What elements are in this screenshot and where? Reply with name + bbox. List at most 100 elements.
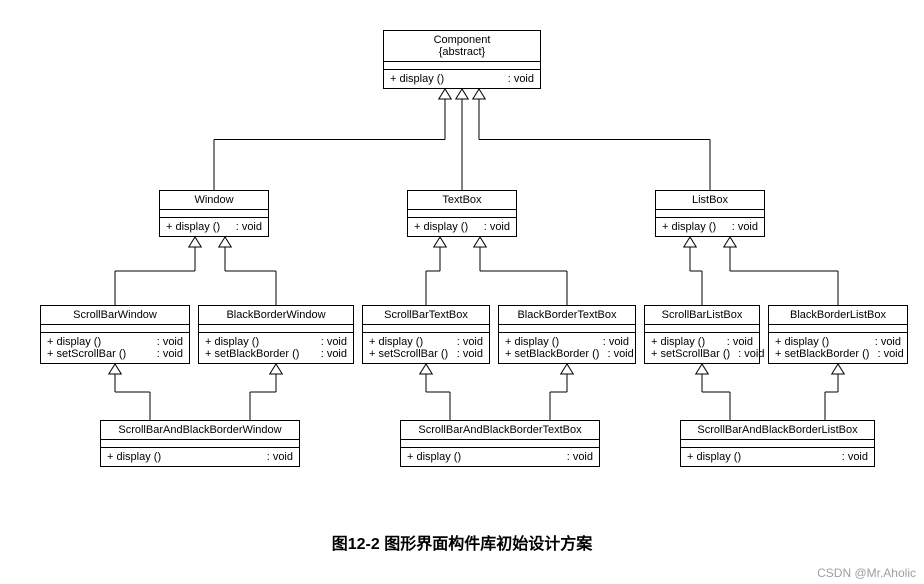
- method-signature: + setBlackBorder (): [205, 348, 299, 360]
- method-row: + display () : void: [775, 336, 901, 348]
- class-methods: + display () : void + setBlackBorder () : v…: [199, 333, 353, 363]
- method-signature: + display (): [369, 336, 423, 348]
- method-signature: + display (): [775, 336, 829, 348]
- class-name: ScrollBarTextBox: [363, 306, 489, 325]
- class-blackborderwindow: BlackBorderWindow+ display (): void+ set…: [198, 305, 354, 364]
- method-row: + setBlackBorder () : void: [775, 348, 901, 360]
- class-name: ScrollBarListBox: [645, 306, 759, 325]
- class-sb_bb_listbox: ScrollBarAndBlackBorderListBox + display …: [680, 420, 875, 467]
- method-signature: + display (): [505, 336, 559, 348]
- class-window: Window + display () : void: [159, 190, 269, 237]
- method-signature: + display (): [107, 451, 161, 463]
- method-return: : void: [875, 336, 901, 348]
- method-row: + display () : void: [390, 73, 534, 85]
- class-scrollbarwindow: ScrollBarWindow+ display (): void+ setSc…: [40, 305, 190, 364]
- method-signature: + display (): [47, 336, 101, 348]
- method-signature: + display (): [205, 336, 259, 348]
- method-signature: + display (): [414, 221, 468, 233]
- method-signature: + setScrollBar (): [47, 348, 126, 360]
- method-return: : void: [457, 336, 483, 348]
- class-name: ScrollBarAndBlackBorderTextBox: [401, 421, 599, 440]
- method-row: + display (): void: [662, 221, 758, 233]
- class-attributes-empty: [363, 325, 489, 333]
- class-methods: + display (): void+ setScrollBar (): voi…: [645, 333, 759, 363]
- method-signature: + setBlackBorder (): [505, 348, 599, 360]
- class-attributes-empty: [499, 325, 635, 333]
- class-attributes-empty: [384, 62, 540, 70]
- method-row: + display () : void: [107, 451, 293, 463]
- class-name: ScrollBarAndBlackBorderWindow: [101, 421, 299, 440]
- class-methods: + display () : void: [384, 70, 540, 88]
- method-return: : void: [842, 451, 868, 463]
- method-row: + display () : void: [166, 221, 262, 233]
- method-return: : void: [508, 73, 534, 85]
- method-return: : void: [732, 221, 758, 233]
- method-return: : void: [738, 348, 764, 360]
- class-methods: + display (): void+ setBlackBorder (): v…: [499, 333, 635, 363]
- method-return: : void: [236, 221, 262, 233]
- method-row: + display () : void: [369, 336, 483, 348]
- class-attributes-empty: [769, 325, 907, 333]
- method-return: : void: [321, 348, 347, 360]
- figure-caption: 图12-2 图形界面构件库初始设计方案: [0, 530, 924, 554]
- method-row: + display (): void: [651, 336, 753, 348]
- class-sb_bb_window: ScrollBarAndBlackBorderWindow + display (…: [100, 420, 300, 467]
- class-name: BlackBorderListBox: [769, 306, 907, 325]
- method-row: + display () : void: [205, 336, 347, 348]
- method-return: : void: [484, 221, 510, 233]
- class-methods: + display (): void: [656, 218, 764, 236]
- class-scrollbarlistbox: ScrollBarListBox + display (): void+ setS…: [644, 305, 760, 364]
- method-row: + setScrollBar (): void: [651, 348, 753, 360]
- method-return: : void: [321, 336, 347, 348]
- class-blackbordertextbox: BlackBorderTextBox+ display (): void+ se…: [498, 305, 636, 364]
- method-signature: + display (): [390, 73, 444, 85]
- method-return: : void: [607, 348, 633, 360]
- class-name: BlackBorderWindow: [199, 306, 353, 325]
- method-signature: + display (): [651, 336, 705, 348]
- class-attributes-empty: [199, 325, 353, 333]
- class-methods: + display () : void: [160, 218, 268, 236]
- class-methods: + display () : void: [681, 448, 874, 466]
- class-listbox: ListBox + display (): void: [655, 190, 765, 237]
- class-methods: + display () : void+ setScrollBar (): voi…: [363, 333, 489, 363]
- method-return: : void: [603, 336, 629, 348]
- class-component: Component{abstract} + display () : void: [383, 30, 541, 89]
- class-name: Component{abstract}: [384, 31, 540, 62]
- method-return: : void: [877, 348, 903, 360]
- method-row: + setScrollBar () : void: [47, 348, 183, 360]
- method-row: + display () : void: [47, 336, 183, 348]
- method-return: : void: [157, 336, 183, 348]
- method-row: + setScrollBar (): void: [369, 348, 483, 360]
- method-return: : void: [157, 348, 183, 360]
- method-row: + display () : void: [687, 451, 868, 463]
- method-return: : void: [267, 451, 293, 463]
- class-name: ListBox: [656, 191, 764, 210]
- class-methods: + display () : void: [101, 448, 299, 466]
- class-stereotype: {abstract}: [390, 46, 534, 58]
- method-signature: + display (): [687, 451, 741, 463]
- class-textbox: TextBox + display () : void: [407, 190, 517, 237]
- method-row: + display () : void: [414, 221, 510, 233]
- class-name: Window: [160, 191, 268, 210]
- method-signature: + display (): [407, 451, 461, 463]
- class-methods: + display () : void + setBlackBorder () : v…: [769, 333, 907, 363]
- class-sb_bb_textbox: ScrollBarAndBlackBorderTextBox + display …: [400, 420, 600, 467]
- method-return: : void: [567, 451, 593, 463]
- method-row: + display () : void: [407, 451, 593, 463]
- class-name: ScrollBarWindow: [41, 306, 189, 325]
- method-signature: + setBlackBorder (): [775, 348, 869, 360]
- class-attributes-empty: [645, 325, 759, 333]
- method-signature: + display (): [166, 221, 220, 233]
- class-attributes-empty: [160, 210, 268, 218]
- watermark-text: CSDN @Mr.Aholic: [817, 566, 916, 580]
- class-attributes-empty: [41, 325, 189, 333]
- class-attributes-empty: [101, 440, 299, 448]
- class-name: TextBox: [408, 191, 516, 210]
- class-scrollbartextbox: ScrollBarTextBox+ display (): void+ setS…: [362, 305, 490, 364]
- class-name: ScrollBarAndBlackBorderListBox: [681, 421, 874, 440]
- class-name: BlackBorderTextBox: [499, 306, 635, 325]
- method-row: + setBlackBorder (): void: [505, 348, 629, 360]
- method-signature: + setScrollBar (): [369, 348, 448, 360]
- method-row: + setBlackBorder () : void: [205, 348, 347, 360]
- class-attributes-empty: [681, 440, 874, 448]
